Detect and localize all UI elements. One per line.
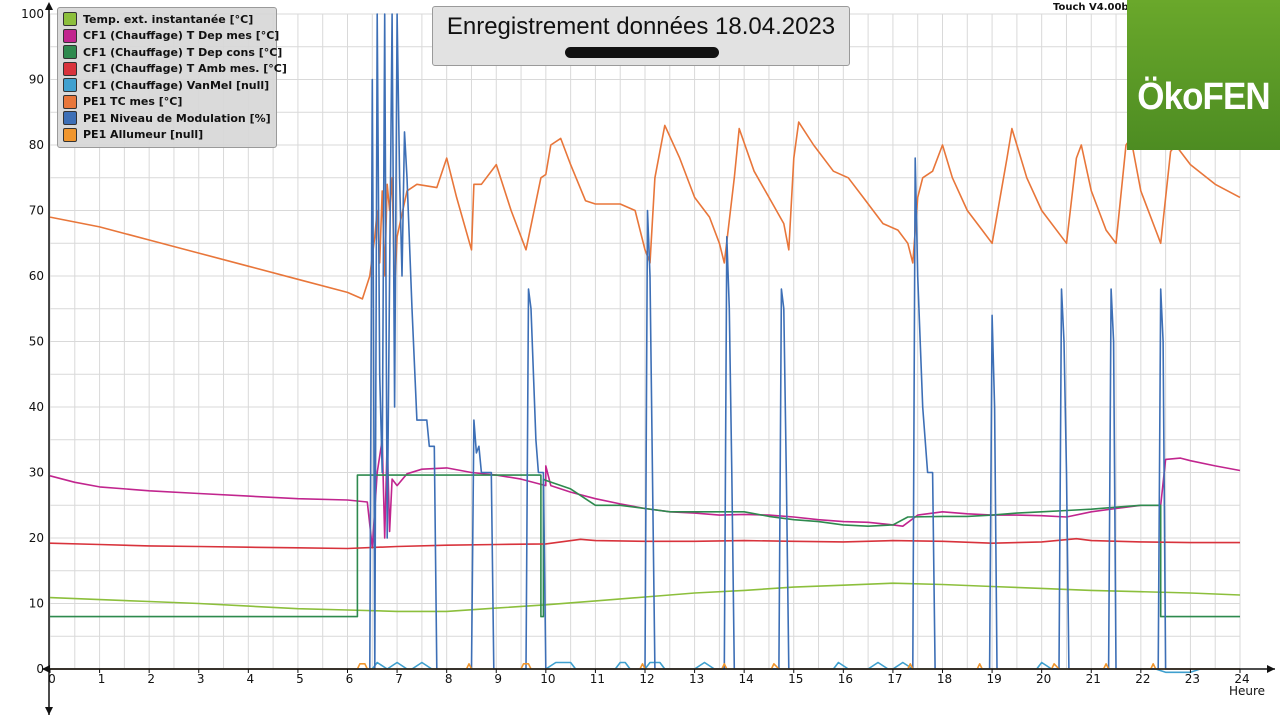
legend-item[interactable]: CF1 (Chauffage) T Amb mes. [°C] bbox=[63, 61, 287, 77]
chart-title-box: Enregistrement données 18.04.2023 bbox=[432, 6, 850, 66]
okofen-logo: ÖkoFEN bbox=[1127, 0, 1280, 150]
x-tick-label: 17 bbox=[887, 672, 902, 686]
y-axis-arrow-down bbox=[45, 707, 53, 715]
axes bbox=[42, 2, 1275, 715]
x-tick-label: 23 bbox=[1185, 672, 1200, 686]
x-tick-label: 19 bbox=[986, 672, 1001, 686]
legend-item[interactable]: PE1 TC mes [°C] bbox=[63, 94, 182, 110]
legend-item[interactable]: CF1 (Chauffage) T Dep mes [°C] bbox=[63, 28, 279, 44]
y-tick-label: 0 bbox=[36, 662, 44, 676]
legend-swatch bbox=[63, 45, 77, 59]
legend-label: CF1 (Chauffage) T Dep cons [°C] bbox=[83, 45, 283, 59]
legend-label: CF1 (Chauffage) T Amb mes. [°C] bbox=[83, 62, 287, 75]
y-tick-label: 20 bbox=[29, 531, 44, 545]
y-tick-label: 90 bbox=[29, 73, 44, 87]
y-tick-label: 40 bbox=[29, 400, 44, 414]
y-tick-label: 100 bbox=[21, 7, 44, 21]
legend-swatch bbox=[63, 111, 77, 125]
x-tick-label: 10 bbox=[540, 672, 555, 686]
y-axis-arrow-up bbox=[45, 2, 53, 10]
x-tick-label: 24 bbox=[1234, 672, 1249, 686]
chart-title: Enregistrement données 18.04.2023 bbox=[446, 13, 836, 40]
y-tick-label: 10 bbox=[29, 597, 44, 611]
legend-label: PE1 Allumeur [null] bbox=[83, 128, 204, 141]
x-tick-label: 18 bbox=[937, 672, 952, 686]
x-tick-label: 4 bbox=[247, 672, 255, 686]
version-label: Touch V4.00b bbox=[1053, 2, 1129, 13]
logo-text: ÖkoFEN bbox=[1137, 76, 1270, 118]
x-tick-label: 15 bbox=[788, 672, 803, 686]
legend-item[interactable]: CF1 (Chauffage) VanMel [null] bbox=[63, 77, 269, 93]
legend-label: CF1 (Chauffage) VanMel [null] bbox=[83, 78, 270, 92]
x-tick-label: 20 bbox=[1036, 672, 1051, 686]
x-tick-label: 13 bbox=[689, 672, 704, 686]
y-tick-label: 60 bbox=[29, 269, 44, 283]
x-tick-label: 14 bbox=[739, 672, 754, 686]
x-tick-label: 16 bbox=[838, 672, 853, 686]
x-tick-label: 5 bbox=[296, 672, 304, 686]
legend-swatch bbox=[63, 127, 77, 142]
y-tick-label: 50 bbox=[29, 335, 44, 349]
legend-swatch bbox=[63, 94, 77, 109]
y-tick-label: 80 bbox=[29, 138, 44, 152]
x-tick-label: 0 bbox=[48, 672, 56, 686]
x-tick-label: 9 bbox=[494, 672, 502, 686]
x-tick-label: 12 bbox=[639, 672, 654, 686]
legend-label: PE1 Niveau de Modulation [%] bbox=[83, 111, 271, 125]
legend-swatch bbox=[63, 28, 77, 43]
x-tick-label: 6 bbox=[346, 672, 354, 686]
legend-item[interactable]: Temp. ext. instantanée [°C] bbox=[63, 11, 253, 27]
x-tick-label: 8 bbox=[445, 672, 453, 686]
x-tick-label: 1 bbox=[98, 672, 106, 686]
legend-swatch bbox=[63, 61, 77, 76]
legend: Temp. ext. instantanée [°C] CF1 (Chauffa… bbox=[57, 7, 287, 148]
x-tick-label: 11 bbox=[590, 672, 605, 686]
legend-item[interactable]: PE1 Niveau de Modulation [%] bbox=[63, 110, 271, 126]
y-tick-label: 30 bbox=[29, 466, 44, 480]
legend-label: PE1 TC mes [°C] bbox=[83, 95, 183, 108]
x-tick-label: 22 bbox=[1135, 672, 1150, 686]
legend-item[interactable]: CF1 (Chauffage) T Dep cons [°C] bbox=[63, 44, 282, 60]
x-tick-label: 3 bbox=[197, 672, 205, 686]
legend-swatch bbox=[63, 78, 77, 92]
tick-labels: 0 1 2 3 4 5 6 7 8 9 10 11 12 13 14 15 16 17 18 19 20 21 22 23 24… bbox=[21, 7, 1250, 686]
y-tick-label: 70 bbox=[29, 204, 44, 218]
legend-label: Temp. ext. instantanée [°C] bbox=[83, 12, 254, 26]
legend-label: CF1 (Chauffage) T Dep mes [°C] bbox=[83, 29, 280, 42]
x-tick-label: 2 bbox=[147, 672, 155, 686]
x-axis-arrow-right bbox=[1267, 665, 1275, 673]
redaction-scribble bbox=[565, 47, 719, 58]
legend-swatch bbox=[63, 12, 77, 26]
x-tick-label: 21 bbox=[1086, 672, 1101, 686]
legend-item[interactable]: PE1 Allumeur [null] bbox=[63, 127, 203, 143]
x-axis-title: Heure bbox=[1229, 684, 1266, 698]
x-tick-label: 7 bbox=[395, 672, 403, 686]
x-axis-arrow-left bbox=[42, 665, 50, 673]
